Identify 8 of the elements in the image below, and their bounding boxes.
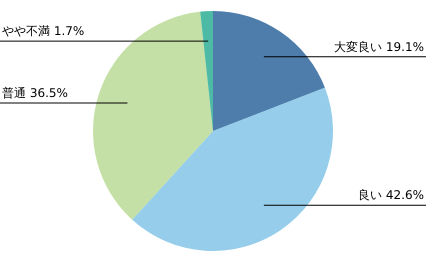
pie-slice <box>132 88 333 251</box>
pie-slice <box>213 11 325 131</box>
slice-label: 良い 42.6% <box>358 188 424 202</box>
pie-slice <box>200 11 213 131</box>
slice-label: やや不満 1.7% <box>2 24 84 38</box>
pie-slice <box>93 12 213 220</box>
slice-label: 普通 36.5% <box>2 86 68 100</box>
slice-label: 大変良い 19.1% <box>334 40 424 54</box>
